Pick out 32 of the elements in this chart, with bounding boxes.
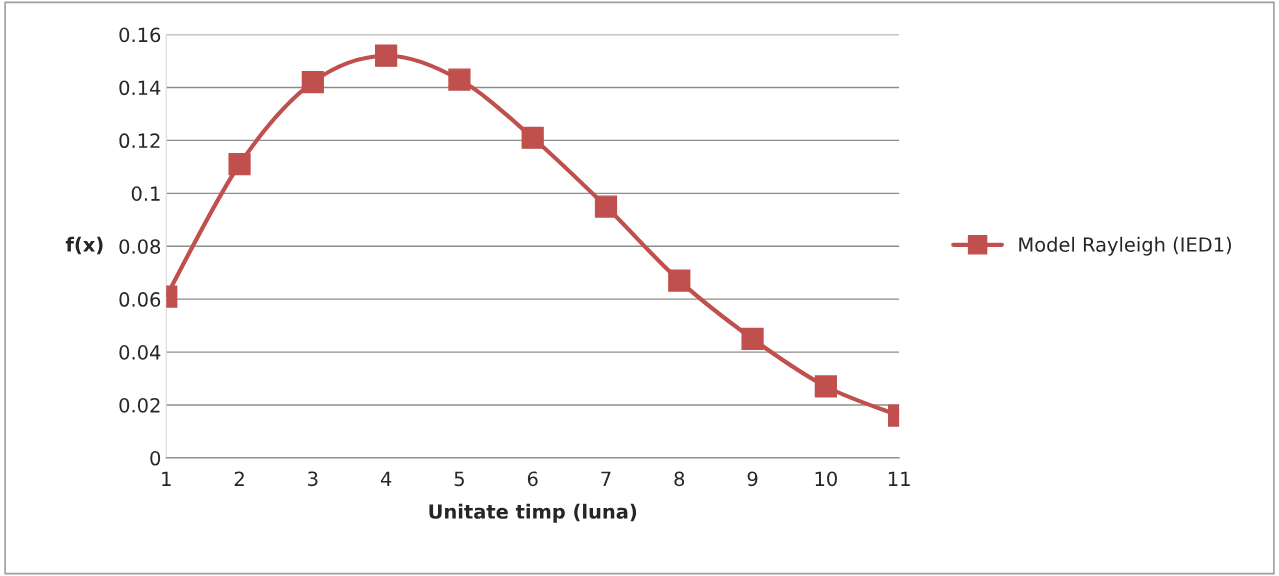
y-axis-title: f(x) xyxy=(65,236,103,255)
point xyxy=(594,195,618,218)
x-tick-label: 11 xyxy=(888,471,910,486)
point xyxy=(448,68,471,91)
point xyxy=(375,44,398,67)
x-tick-label: 10 xyxy=(815,471,837,487)
x-tick-label: 2 xyxy=(234,471,244,486)
legend-label: Model Rayleigh (IED1) xyxy=(1019,236,1231,256)
y-tick-label: 0.1 xyxy=(131,186,160,201)
y-tick-label: 0.06 xyxy=(119,292,161,307)
x-tick-label: 5 xyxy=(454,471,464,487)
x-tick-label: 6 xyxy=(527,471,538,487)
y-tick-label: 0 xyxy=(150,450,161,466)
point xyxy=(668,269,691,292)
x-axis-title: Unitate timp (luna) xyxy=(429,503,637,523)
point xyxy=(741,327,764,350)
point xyxy=(228,153,251,176)
point xyxy=(301,71,324,94)
x-tick-label: 9 xyxy=(747,471,758,487)
y-tick-label: 0.02 xyxy=(119,397,160,413)
x-tick-label: 3 xyxy=(308,471,318,487)
y-tick-label: 0.12 xyxy=(119,133,160,149)
y-tick-label: 0.14 xyxy=(119,80,161,96)
y-tick-label: 0.16 xyxy=(119,27,161,43)
x-tick-label: 8 xyxy=(674,471,685,487)
x-tick-label: 1 xyxy=(162,471,171,486)
point xyxy=(814,375,837,398)
y-tick-label: 0.08 xyxy=(119,239,161,254)
y-tick-label: 0.04 xyxy=(119,345,161,360)
point xyxy=(521,126,544,149)
x-tick-label: 7 xyxy=(601,471,611,486)
x-tick-label: 4 xyxy=(380,471,392,486)
